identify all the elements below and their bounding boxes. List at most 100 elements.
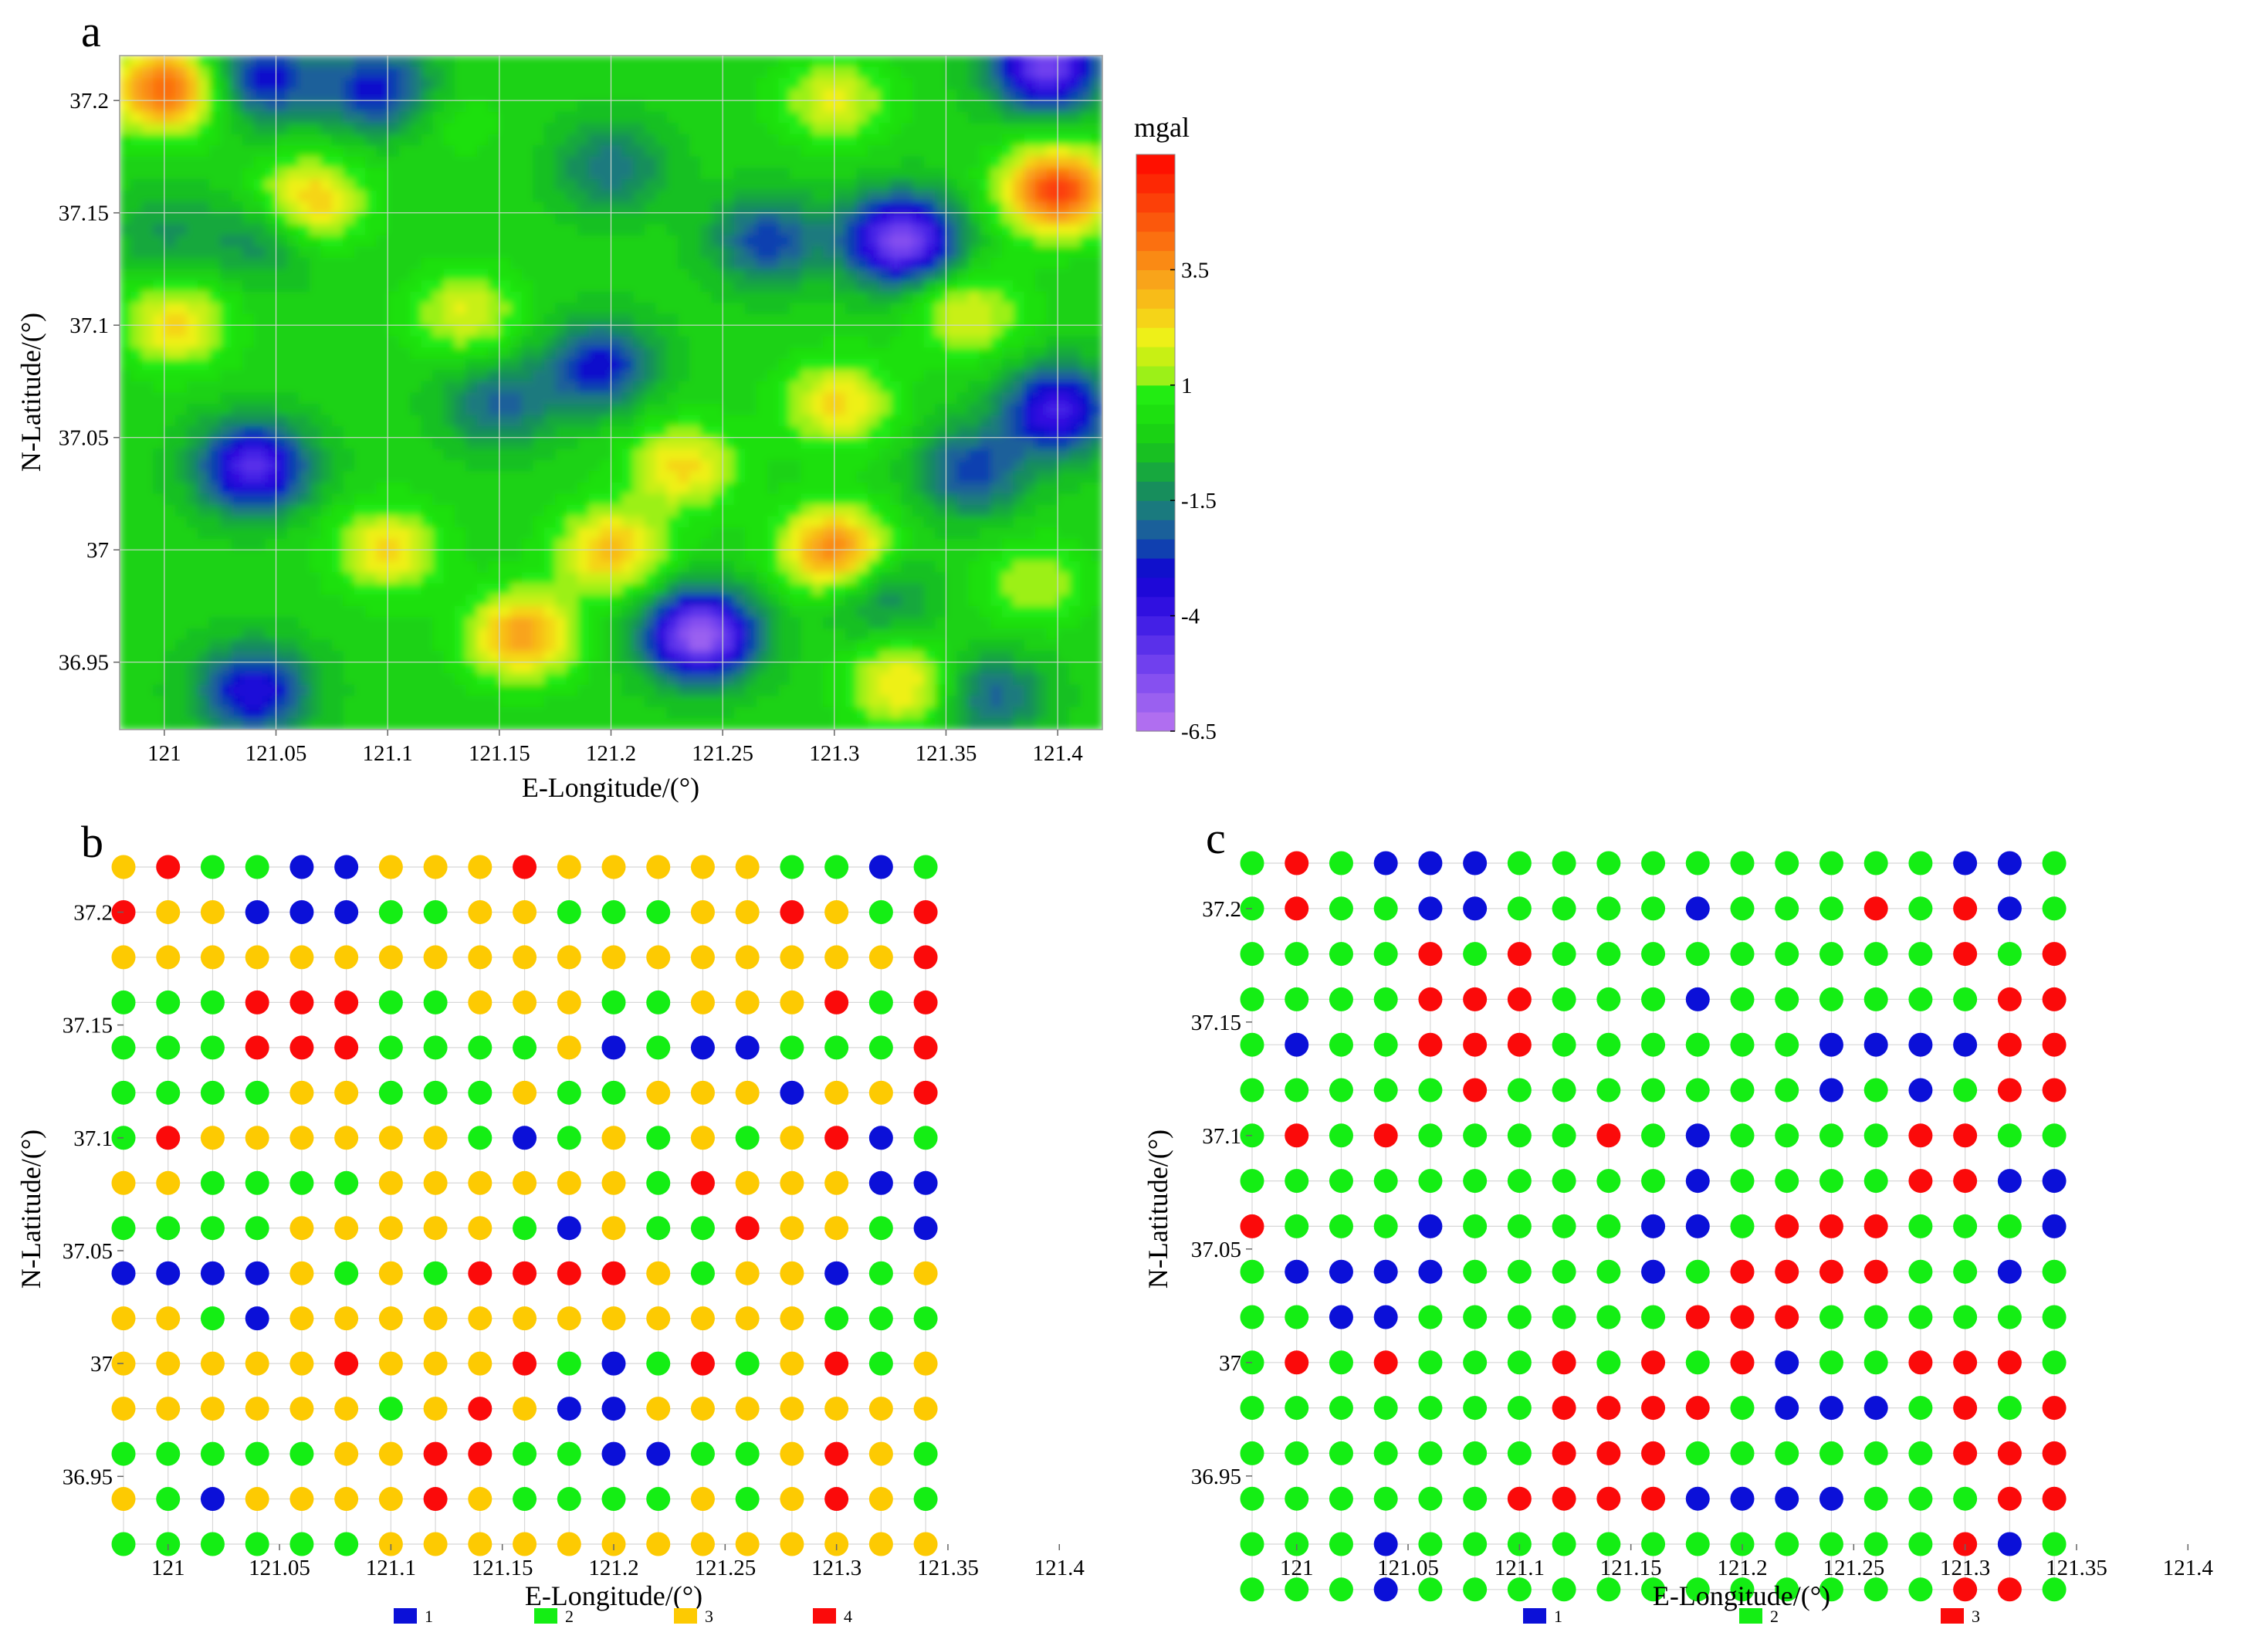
heatmap-cell bbox=[1068, 651, 1081, 663]
heatmap-cell bbox=[343, 550, 355, 562]
heatmap-cell bbox=[175, 89, 188, 101]
heatmap-cell bbox=[678, 111, 690, 124]
heatmap-cell bbox=[577, 426, 590, 439]
heatmap-cell bbox=[767, 325, 780, 337]
heatmap-cell bbox=[410, 437, 422, 450]
heatmap-cell bbox=[164, 471, 177, 483]
heatmap-cell bbox=[600, 583, 612, 596]
heatmap-cell bbox=[901, 449, 913, 461]
heatmap-cell bbox=[543, 639, 556, 652]
heatmap-cell bbox=[979, 291, 992, 303]
heatmap-cell bbox=[309, 639, 322, 652]
heatmap-cell bbox=[1058, 550, 1070, 562]
heatmap-cell bbox=[868, 100, 880, 113]
heatmap-cell bbox=[376, 325, 388, 337]
heatmap-cell bbox=[510, 280, 523, 293]
heatmap-cell bbox=[666, 190, 679, 202]
heatmap-cell bbox=[767, 313, 780, 326]
heatmap-cell bbox=[141, 269, 154, 281]
heatmap-cell bbox=[700, 303, 713, 315]
heatmap-cell bbox=[309, 550, 322, 562]
heatmap-cell bbox=[1058, 651, 1070, 663]
heatmap-cell bbox=[723, 516, 735, 528]
heatmap-cell bbox=[354, 415, 367, 427]
heatmap-cell bbox=[1058, 628, 1070, 641]
heatmap-cell bbox=[499, 100, 512, 113]
heatmap-cell bbox=[331, 325, 344, 337]
heatmap-cell bbox=[789, 111, 802, 124]
heatmap-cell bbox=[577, 212, 590, 225]
heatmap-cell bbox=[220, 617, 232, 629]
heatmap-cell bbox=[242, 662, 255, 675]
heatmap-cell bbox=[566, 561, 578, 574]
heatmap-cell bbox=[811, 392, 824, 405]
heatmap-cell bbox=[621, 257, 635, 270]
heatmap-cell bbox=[956, 381, 970, 394]
heatmap-cell bbox=[265, 628, 277, 641]
heatmap-cell bbox=[778, 179, 790, 191]
heatmap-cell bbox=[789, 325, 802, 337]
heatmap-cell bbox=[979, 404, 992, 416]
heatmap-cell bbox=[600, 561, 612, 574]
heatmap-cell bbox=[388, 459, 400, 472]
heatmap-cell bbox=[767, 628, 780, 641]
heatmap-cell bbox=[376, 673, 388, 686]
heatmap-cell bbox=[286, 437, 300, 450]
heatmap-cell bbox=[611, 527, 623, 540]
heatmap-cell bbox=[1024, 89, 1037, 101]
heatmap-cell bbox=[141, 538, 154, 550]
heatmap-cell bbox=[153, 482, 165, 495]
heatmap-cell bbox=[521, 684, 534, 697]
heatmap-cell bbox=[164, 111, 177, 124]
heatmap-cell bbox=[388, 168, 400, 180]
heatmap-cell bbox=[811, 381, 824, 394]
heatmap-cell bbox=[220, 392, 232, 405]
heatmap-cell bbox=[398, 89, 411, 101]
heatmap-cell bbox=[141, 66, 154, 79]
heatmap-cell bbox=[767, 527, 780, 540]
heatmap-cell bbox=[823, 449, 835, 461]
panel-a: a 121 121.05 121.1 121.15 121.2 121.25 121.3 12… bbox=[15, 6, 1217, 803]
heatmap-cell bbox=[946, 347, 958, 360]
heatmap-cell bbox=[811, 291, 824, 303]
heatmap-cell bbox=[935, 168, 947, 180]
heatmap-cell bbox=[510, 347, 523, 360]
heatmap-cell bbox=[856, 550, 869, 562]
heatmap-cell bbox=[700, 538, 713, 550]
heatmap-cell bbox=[801, 89, 813, 101]
heatmap-cell bbox=[901, 179, 913, 191]
heatmap-cell bbox=[120, 66, 132, 79]
heatmap-cell bbox=[1046, 605, 1058, 618]
heatmap-cell bbox=[398, 662, 411, 675]
heatmap-cell bbox=[621, 662, 635, 675]
heatmap-cell bbox=[600, 527, 612, 540]
heatmap-cell bbox=[208, 370, 221, 382]
heatmap-cell bbox=[365, 224, 377, 236]
heatmap-cell bbox=[878, 516, 891, 528]
heatmap-cell bbox=[678, 404, 690, 416]
heatmap-cell bbox=[577, 392, 590, 405]
heatmap-cell bbox=[1001, 561, 1014, 574]
heatmap-cell bbox=[1080, 78, 1092, 90]
heatmap-cell bbox=[443, 168, 455, 180]
heatmap-cell bbox=[767, 471, 780, 483]
heatmap-cell bbox=[923, 212, 936, 225]
heatmap-cell bbox=[577, 370, 590, 382]
heatmap-cell bbox=[655, 404, 668, 416]
heatmap-cell bbox=[331, 280, 344, 293]
heatmap-cell bbox=[253, 347, 266, 360]
heatmap-cell bbox=[1068, 257, 1081, 270]
heatmap-cell bbox=[588, 100, 601, 113]
heatmap-cell bbox=[990, 202, 1003, 214]
heatmap-cell bbox=[1001, 471, 1014, 483]
heatmap-cell bbox=[510, 78, 523, 90]
heatmap-cell bbox=[956, 358, 970, 371]
heatmap-cell bbox=[1013, 605, 1025, 618]
heatmap-cell bbox=[421, 392, 433, 405]
heatmap-cell bbox=[354, 381, 367, 394]
heatmap-cell bbox=[410, 89, 422, 101]
heatmap-cell bbox=[253, 404, 266, 416]
heatmap-cell bbox=[153, 224, 165, 236]
heatmap-cell bbox=[186, 347, 199, 360]
heatmap-cell bbox=[711, 471, 723, 483]
